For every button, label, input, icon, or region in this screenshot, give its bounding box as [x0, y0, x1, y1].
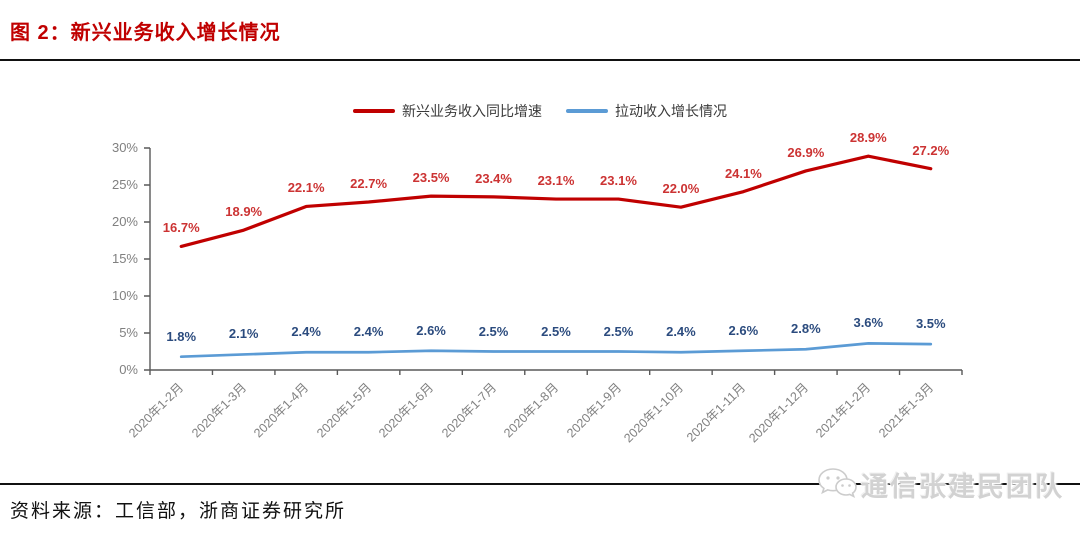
y-axis-tick-label: 20% [111, 214, 138, 229]
title-divider [0, 59, 1080, 61]
legend-line-red-icon [353, 109, 395, 113]
data-label: 22.7% [350, 176, 388, 192]
figure-title: 图 2：新兴业务收入增长情况 [10, 22, 281, 44]
data-label: 22.1% [287, 180, 325, 196]
y-axis-tick-label: 10% [111, 288, 138, 303]
data-label: 18.9% [225, 204, 263, 220]
data-label: 2.5% [603, 323, 634, 339]
legend-label-series2: 拉动收入增长情况 [615, 103, 727, 119]
source-note: 资料来源：工信部，浙商证券研究所 [10, 501, 347, 522]
data-label: 23.5% [412, 170, 450, 186]
legend-line-blue-icon [566, 109, 608, 113]
watermark-text: 通信张建民团队 [861, 471, 1064, 502]
watermark: 通信张建民团队 [817, 465, 1064, 503]
data-label: 27.2% [912, 142, 950, 158]
data-label: 2.6% [416, 322, 446, 338]
y-axis-tick-label: 0% [119, 362, 138, 377]
footer-divider [0, 483, 1080, 485]
data-label: 3.6% [853, 315, 884, 331]
data-label: 16.7% [162, 220, 200, 236]
data-label: 2.1% [228, 326, 259, 342]
axes [144, 147, 963, 375]
data-label: 1.8% [166, 328, 197, 344]
data-label: 23.1% [600, 173, 637, 189]
data-label: 2.4% [291, 324, 321, 340]
data-label: 26.9% [787, 144, 825, 160]
data-label: 2.5% [478, 323, 509, 339]
data-label: 24.1% [724, 165, 762, 181]
data-label: 23.1% [537, 173, 575, 189]
data-label: 22.0% [662, 181, 700, 197]
data-label: 23.4% [475, 170, 512, 186]
data-label: 2.4% [353, 324, 384, 340]
data-label: 2.6% [728, 322, 759, 338]
y-axis-tick-label: 30% [111, 140, 138, 155]
data-label: 2.8% [791, 321, 821, 337]
legend-label-series1: 新兴业务收入同比增速 [402, 103, 542, 119]
chart-legend: 新兴业务收入同比增速 拉动收入增长情况 [0, 101, 1080, 121]
data-label: 2.4% [666, 324, 696, 340]
legend-item-series2[interactable]: 拉动收入增长情况 [566, 101, 727, 121]
series-line-0 [179, 154, 933, 249]
series-line-1 [179, 342, 933, 359]
data-label: 2.5% [541, 323, 571, 339]
legend-item-series1[interactable]: 新兴业务收入同比增速 [353, 101, 542, 121]
wechat-icon [818, 468, 857, 498]
y-axis-tick-label: 5% [119, 325, 138, 340]
data-label: 3.5% [915, 316, 946, 332]
data-label: 28.9% [849, 130, 887, 146]
y-axis-tick-label: 25% [111, 177, 138, 192]
y-axis-tick-label: 15% [111, 251, 138, 266]
